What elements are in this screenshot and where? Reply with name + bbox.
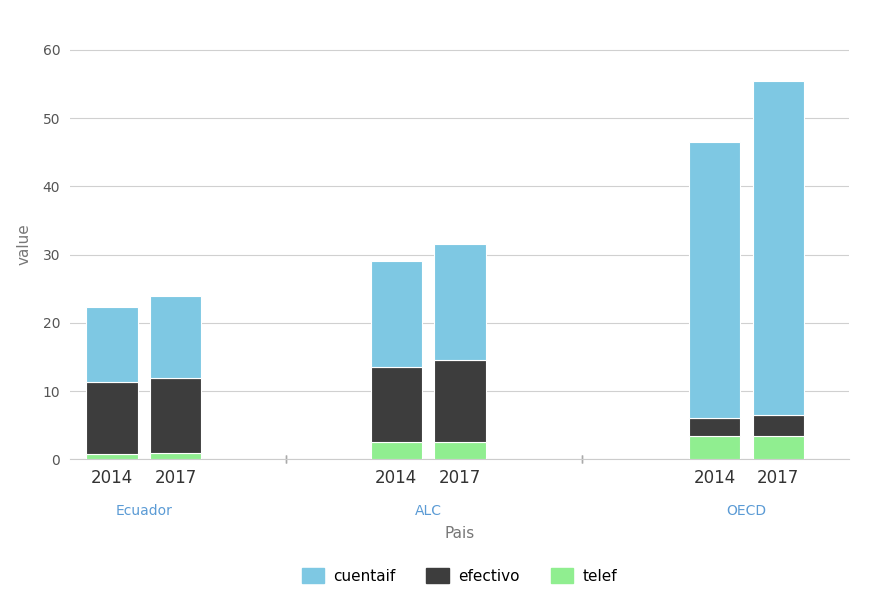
Bar — [752, 435, 804, 459]
Bar — [371, 442, 422, 459]
Bar — [434, 244, 486, 360]
Legend: cuentaif, efectivo, telef: cuentaif, efectivo, telef — [296, 562, 623, 589]
Bar — [150, 296, 201, 378]
Bar — [434, 442, 486, 459]
Bar — [87, 307, 137, 382]
Text: OECD: OECD — [726, 504, 766, 518]
Bar — [434, 360, 486, 442]
Bar — [150, 378, 201, 452]
Text: Ecuador: Ecuador — [116, 504, 172, 518]
X-axis label: Pais: Pais — [444, 526, 474, 541]
Bar — [150, 452, 201, 459]
Bar — [87, 454, 137, 459]
Bar — [371, 368, 422, 442]
Bar — [689, 435, 740, 459]
Y-axis label: value: value — [17, 224, 32, 265]
Bar — [371, 262, 422, 368]
Bar — [752, 81, 804, 415]
Bar — [689, 418, 740, 435]
Bar — [689, 142, 740, 418]
Text: ALC: ALC — [415, 504, 442, 518]
Bar — [87, 382, 137, 454]
Bar — [752, 415, 804, 435]
